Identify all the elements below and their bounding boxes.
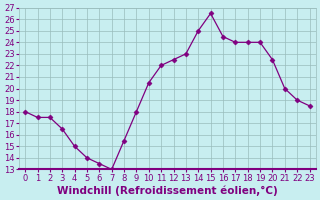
X-axis label: Windchill (Refroidissement éolien,°C): Windchill (Refroidissement éolien,°C) bbox=[57, 185, 278, 196]
